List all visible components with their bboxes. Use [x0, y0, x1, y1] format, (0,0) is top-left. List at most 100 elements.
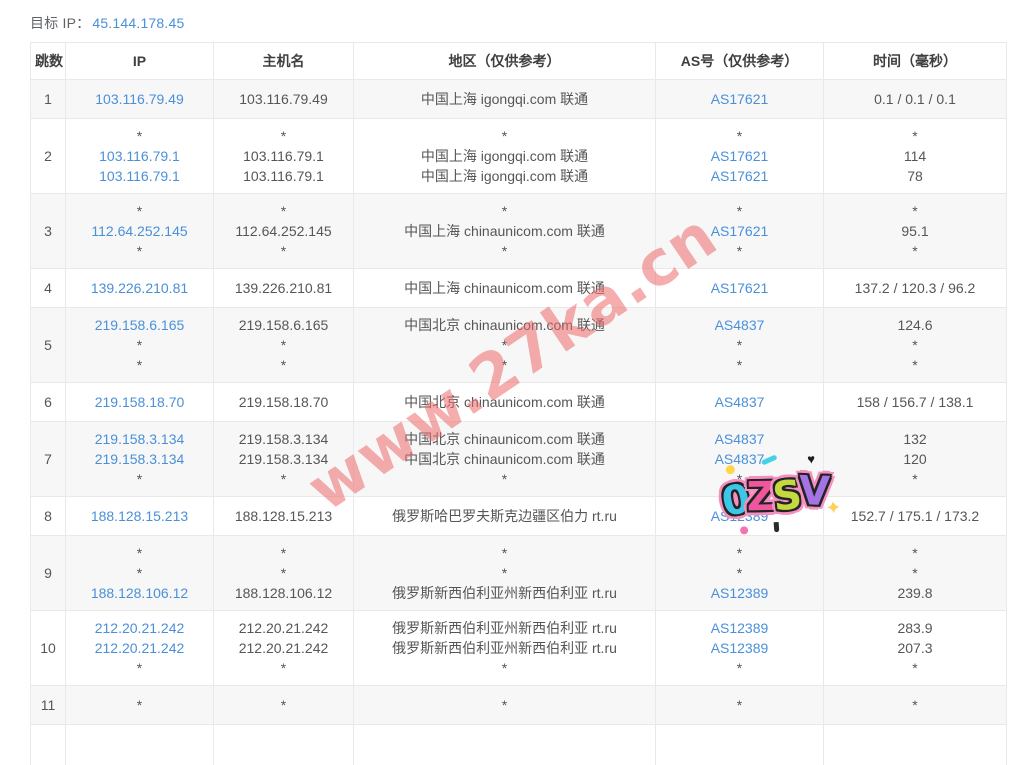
time-line: *	[828, 241, 1002, 261]
table-row: 9**188.128.106.12**188.128.106.12**俄罗斯新西…	[31, 536, 1007, 611]
asn-cell: **AS12389	[656, 536, 824, 611]
region-cell: *	[354, 686, 656, 725]
hostname-line: *	[218, 658, 349, 678]
ip-line: 139.226.210.81	[70, 278, 209, 298]
time-cell: 137.2 / 120.3 / 96.2	[824, 269, 1007, 308]
hostname-cell	[214, 725, 354, 765]
region-line: 中国北京 chinaunicom.com 联通	[358, 392, 651, 412]
ip-link[interactable]: 219.158.3.134	[95, 451, 185, 467]
ip-cell: 103.116.79.49	[66, 80, 214, 119]
table-header-row: 跳数 IP 主机名 地区（仅供参考） AS号（仅供参考） 时间（毫秒）	[31, 43, 1007, 80]
hostname-line: 219.158.3.134	[218, 449, 349, 469]
hostname-line: *	[218, 563, 349, 583]
hostname-cell: 219.158.18.70	[214, 383, 354, 422]
hop-cell: 6	[31, 383, 66, 422]
ip-link[interactable]: 212.20.21.242	[95, 620, 185, 636]
ip-link[interactable]: 188.128.15.213	[91, 508, 188, 524]
asn-link[interactable]: AS12389	[711, 508, 769, 524]
ip-link[interactable]: 212.20.21.242	[95, 640, 185, 656]
region-cell: 中国上海 igongqi.com 联通	[354, 80, 656, 119]
hostname-line: *	[218, 469, 349, 489]
ip-link[interactable]: 103.116.79.49	[95, 91, 184, 107]
asn-line: AS12389	[660, 618, 819, 638]
region-cell: 中国上海 chinaunicom.com 联通	[354, 269, 656, 308]
ip-link[interactable]: 139.226.210.81	[91, 280, 188, 296]
ip-cell: *	[66, 686, 214, 725]
asn-link[interactable]: AS17621	[711, 168, 769, 184]
ip-line: 188.128.15.213	[70, 506, 209, 526]
ip-link[interactable]: 219.158.6.165	[95, 317, 185, 333]
asn-link[interactable]: AS17621	[711, 280, 769, 296]
hostname-line: 212.20.21.242	[218, 618, 349, 638]
region-line: 中国北京 chinaunicom.com 联通	[358, 429, 651, 449]
asn-line: *	[660, 695, 819, 715]
region-line: *	[358, 543, 651, 563]
time-cell: 0.1 / 0.1 / 0.1	[824, 80, 1007, 119]
asn-line: AS12389	[660, 506, 819, 526]
hop-cell: 2	[31, 119, 66, 194]
asn-line: *	[660, 335, 819, 355]
asn-link[interactable]: AS4837	[715, 317, 765, 333]
time-line: *	[828, 469, 1002, 489]
asn-line: AS4837	[660, 429, 819, 449]
asn-link[interactable]: AS4837	[715, 431, 765, 447]
ip-line: 219.158.3.134	[70, 449, 209, 469]
ip-link[interactable]: 112.64.252.145	[91, 223, 187, 239]
time-line: *	[828, 658, 1002, 678]
hostname-line: *	[218, 241, 349, 261]
asn-link[interactable]: AS17621	[711, 148, 769, 164]
region-line: *	[358, 563, 651, 583]
region-line: *	[358, 241, 651, 261]
hostname-cell: 188.128.15.213	[214, 497, 354, 536]
ip-cell: 219.158.18.70	[66, 383, 214, 422]
region-line: 俄罗斯新西伯利亚州新西伯利亚 rt.ru	[358, 638, 651, 658]
asn-link[interactable]: AS4837	[715, 394, 765, 410]
hostname-line: *	[218, 335, 349, 355]
region-cell: 俄罗斯哈巴罗夫斯克边疆区伯力 rt.ru	[354, 497, 656, 536]
ip-cell: 219.158.6.165**	[66, 308, 214, 383]
hostname-line: *	[218, 201, 349, 221]
asn-line: AS12389	[660, 583, 819, 603]
ip-link[interactable]: 219.158.18.70	[95, 394, 185, 410]
asn-link[interactable]: AS12389	[711, 640, 769, 656]
region-cell: 中国北京 chinaunicom.com 联通**	[354, 308, 656, 383]
asn-cell: AS17621	[656, 269, 824, 308]
region-line: 中国上海 chinaunicom.com 联通	[358, 221, 651, 241]
ip-link[interactable]: 103.116.79.1	[99, 168, 180, 184]
target-ip-link[interactable]: 45.144.178.45	[92, 15, 184, 31]
ip-link[interactable]: 188.128.106.12	[91, 585, 188, 601]
ip-line: *	[70, 335, 209, 355]
asn-cell: AS4837	[656, 383, 824, 422]
ip-line: *	[70, 658, 209, 678]
asn-link[interactable]: AS12389	[711, 620, 769, 636]
region-line: 俄罗斯新西伯利亚州新西伯利亚 rt.ru	[358, 618, 651, 638]
hostname-cell: **188.128.106.12	[214, 536, 354, 611]
ip-link[interactable]: 219.158.3.134	[95, 431, 185, 447]
asn-link[interactable]: AS4837	[715, 451, 765, 467]
ip-line: 219.158.6.165	[70, 315, 209, 335]
target-ip-label: 目标 IP：	[30, 15, 90, 31]
header-asn: AS号（仅供参考）	[656, 43, 824, 80]
asn-line: *	[660, 658, 819, 678]
asn-link[interactable]: AS12389	[711, 585, 769, 601]
hop-cell: 8	[31, 497, 66, 536]
ip-line: *	[70, 563, 209, 583]
ip-line: *	[70, 201, 209, 221]
asn-link[interactable]: AS17621	[711, 223, 769, 239]
asn-line: AS12389	[660, 638, 819, 658]
hop-cell: 1	[31, 80, 66, 119]
asn-link[interactable]: AS17621	[711, 91, 769, 107]
hostname-line: 212.20.21.242	[218, 638, 349, 658]
ip-link[interactable]: 103.116.79.1	[99, 148, 180, 164]
time-line: *	[828, 563, 1002, 583]
